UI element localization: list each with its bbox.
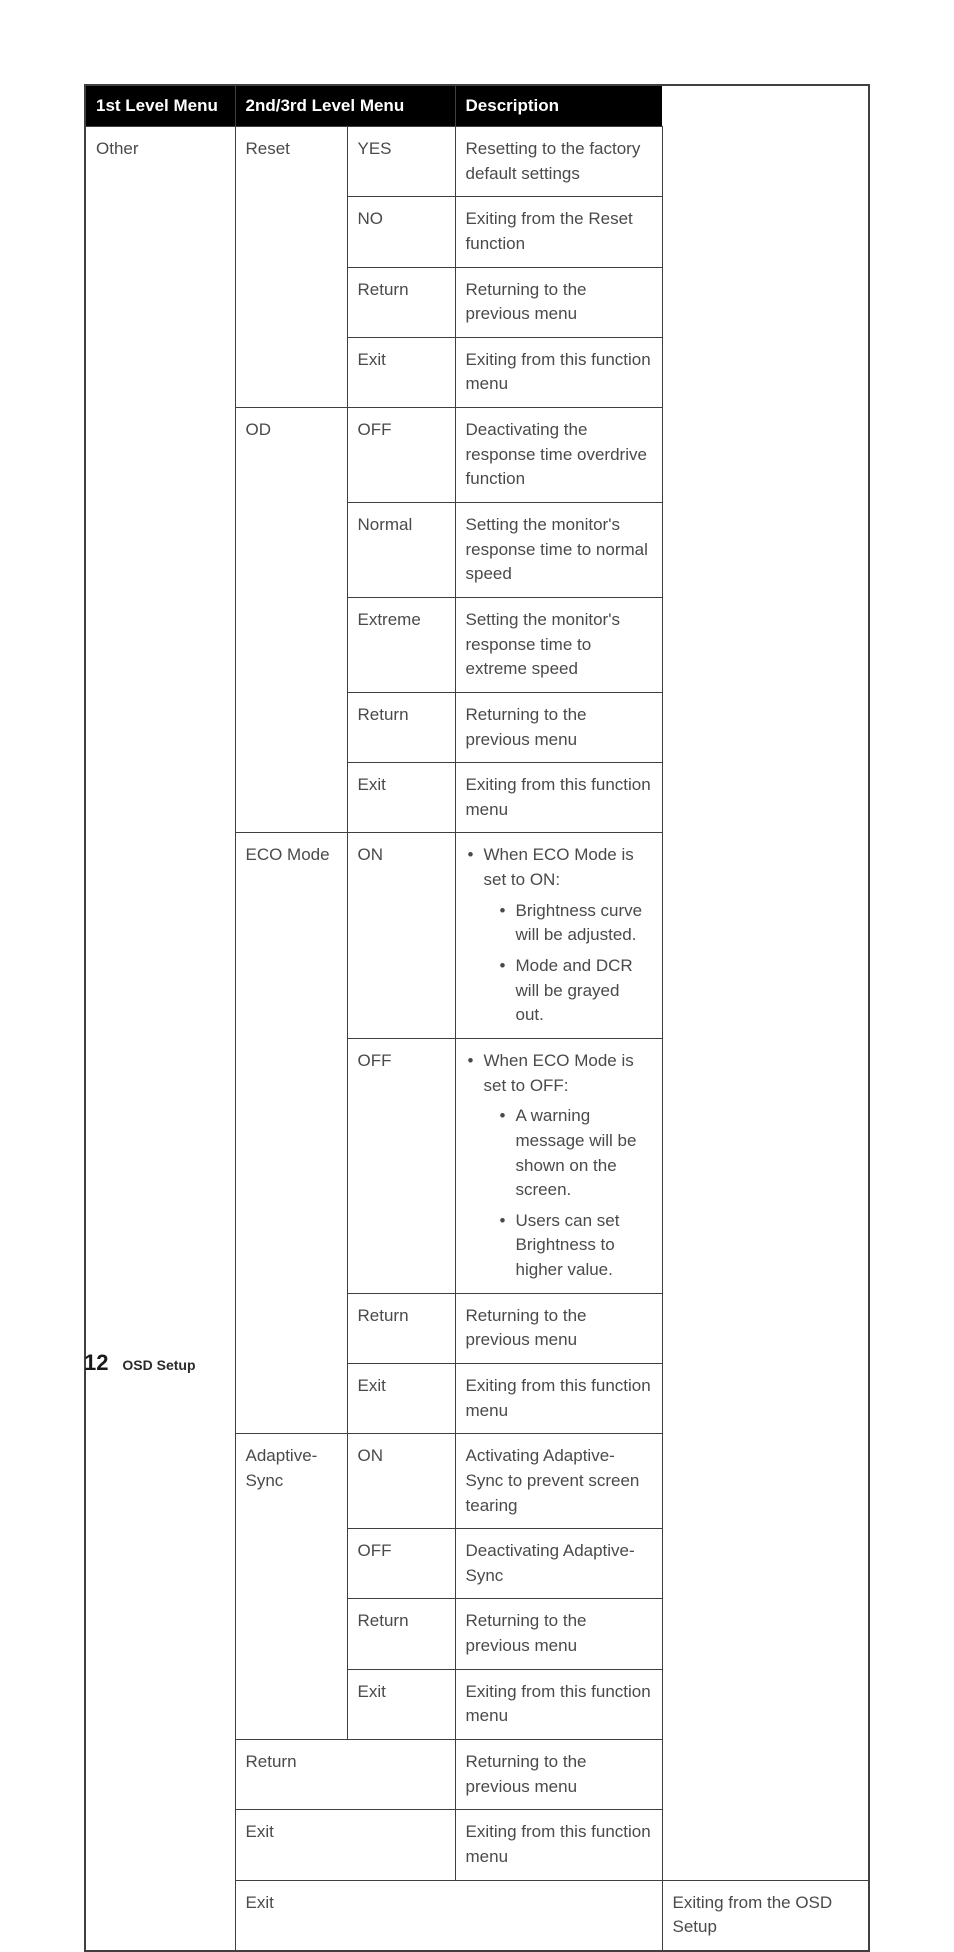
cell-desc: Exiting from the Reset function [455, 197, 662, 267]
bullet-item: When ECO Mode is set to ON: Brightness c… [466, 843, 652, 1027]
osd-menu-table: 1st Level Menu 2nd/3rd Level Menu Descri… [84, 84, 870, 1952]
cell-level3: Exit [347, 763, 455, 833]
cell-level3: NO [347, 197, 455, 267]
bullet-text: When ECO Mode is set to ON: [484, 845, 634, 889]
cell-level2-eco: ECO Mode [235, 833, 347, 1434]
cell-desc: Returning to the previous menu [455, 1740, 662, 1810]
cell-desc: Activating Adaptive-Sync to prevent scre… [455, 1434, 662, 1529]
cell-desc: Exiting from this function menu [455, 763, 662, 833]
sub-bullet: Users can set Brightness to higher value… [484, 1209, 652, 1283]
cell-desc: Exiting from this function menu [455, 337, 662, 407]
cell-level1-exit: Exit [235, 1880, 662, 1951]
page-footer: 12 OSD Setup [84, 1350, 196, 1376]
cell-level1-other: Other [85, 127, 235, 1951]
cell-desc: Exiting from the OSD Setup [662, 1880, 869, 1951]
cell-desc: Returning to the previous menu [455, 267, 662, 337]
cell-level3: OFF [347, 408, 455, 503]
cell-level2-adaptive: Adaptive-Sync [235, 1434, 347, 1740]
cell-desc: Returning to the previous menu [455, 692, 662, 762]
header-col1: 1st Level Menu [85, 85, 235, 127]
cell-desc: Deactivating Adaptive-Sync [455, 1529, 662, 1599]
sub-bullet: Mode and DCR will be grayed out. [484, 954, 652, 1028]
cell-level2-od: OD [235, 408, 347, 833]
cell-desc: Returning to the previous menu [455, 1293, 662, 1363]
cell-level3: Exit [347, 337, 455, 407]
cell-desc: When ECO Mode is set to OFF: A warning m… [455, 1038, 662, 1293]
header-col4: Description [455, 85, 662, 127]
cell-level3: Normal [347, 503, 455, 598]
cell-desc: Returning to the previous menu [455, 1599, 662, 1669]
cell-level3: ON [347, 833, 455, 1038]
cell-level3: Return [347, 267, 455, 337]
cell-level3: ON [347, 1434, 455, 1529]
section-title: OSD Setup [122, 1357, 195, 1373]
cell-desc: Resetting to the factory default setting… [455, 127, 662, 197]
cell-level3: Return [347, 1599, 455, 1669]
cell-level3: YES [347, 127, 455, 197]
cell-level3: OFF [347, 1038, 455, 1293]
cell-level3: OFF [347, 1529, 455, 1599]
header-col23: 2nd/3rd Level Menu [235, 85, 455, 127]
cell-desc: Exiting from this function menu [455, 1810, 662, 1880]
cell-desc: Setting the monitor's response time to e… [455, 597, 662, 692]
cell-desc: When ECO Mode is set to ON: Brightness c… [455, 833, 662, 1038]
table-row: Other Reset YES Resetting to the factory… [85, 127, 869, 197]
cell-level3: Return [347, 692, 455, 762]
cell-level3: Return [347, 1293, 455, 1363]
sub-bullet: Brightness curve will be adjusted. [484, 899, 652, 948]
sub-bullet: A warning message will be shown on the s… [484, 1104, 652, 1203]
cell-level2-return: Return [235, 1740, 455, 1810]
cell-level2-reset: Reset [235, 127, 347, 408]
cell-desc: Deactivating the response time overdrive… [455, 408, 662, 503]
cell-desc: Exiting from this function menu [455, 1363, 662, 1433]
cell-desc: Exiting from this function menu [455, 1669, 662, 1739]
bullet-item: When ECO Mode is set to OFF: A warning m… [466, 1049, 652, 1283]
cell-level3: Exit [347, 1363, 455, 1433]
cell-level2-exit: Exit [235, 1810, 455, 1880]
cell-desc: Setting the monitor's response time to n… [455, 503, 662, 598]
cell-level3: Exit [347, 1669, 455, 1739]
cell-level3: Extreme [347, 597, 455, 692]
bullet-text: When ECO Mode is set to OFF: [484, 1051, 634, 1095]
page-number: 12 [84, 1350, 108, 1375]
table-header-row: 1st Level Menu 2nd/3rd Level Menu Descri… [85, 85, 869, 127]
